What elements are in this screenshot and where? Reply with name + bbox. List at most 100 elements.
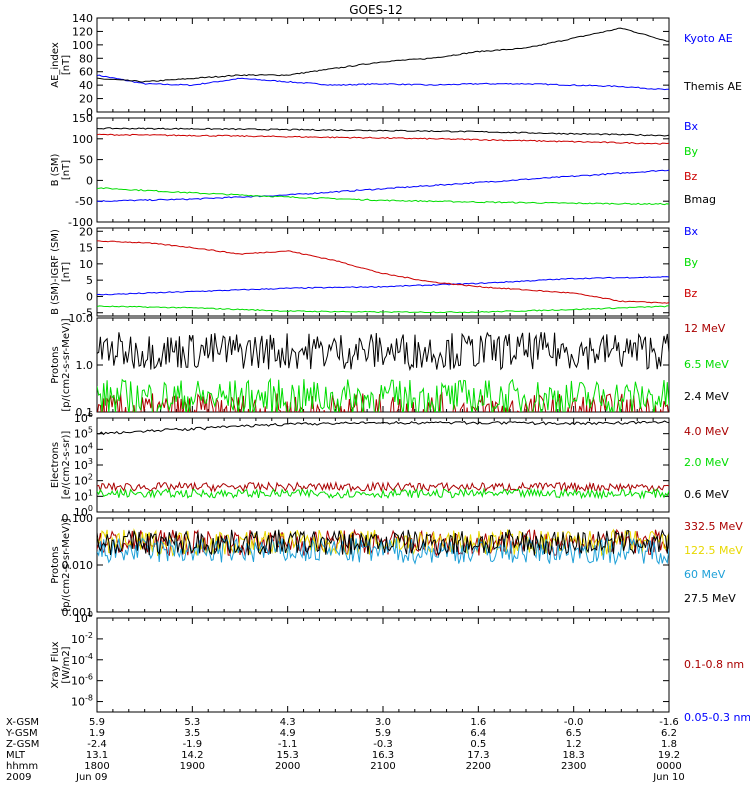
footer-row-label: X-GSM xyxy=(6,717,39,728)
y-axis-units: [nT] xyxy=(61,262,72,282)
y-tick-label: 0.100 xyxy=(62,512,94,525)
y-tick-exponent: 4 xyxy=(88,441,93,450)
data-area xyxy=(97,240,669,314)
footer-value: 19.2 xyxy=(658,750,680,761)
y-tick-label: 0.001 xyxy=(62,606,94,619)
y-axis-label: Electrons[e/(cm2-s-sr)] xyxy=(50,431,72,500)
y-axis-units: [W/m2] xyxy=(61,646,72,683)
footer-value: 3.5 xyxy=(184,728,200,739)
legend-label: 122.5 MeV xyxy=(684,544,743,557)
y-axis-units: [nT] xyxy=(61,55,72,75)
y-tick-label: 103 xyxy=(74,457,93,472)
footer-row-label: 2009 xyxy=(6,772,31,783)
footer-value: -0.3 xyxy=(373,739,393,750)
legend-label: 332.5 MeV xyxy=(684,520,743,533)
footer-row-label: MLT xyxy=(6,750,26,761)
y-tick-exponent: -6 xyxy=(85,673,93,682)
y-tick-label: 20 xyxy=(79,93,93,106)
y-tick-base: 10 xyxy=(74,443,88,456)
y-tick-base: 10 xyxy=(74,459,88,472)
legend-label: By xyxy=(684,145,699,158)
y-tick-base: 10 xyxy=(71,696,85,709)
series-line-4-0-mev xyxy=(97,480,669,493)
y-tick-label: 105 xyxy=(74,426,93,441)
y-tick-label: 101 xyxy=(74,488,93,503)
y-tick-label: 150 xyxy=(72,112,93,125)
legend-label: By xyxy=(684,256,699,269)
plot-title: GOES-12 xyxy=(349,3,403,17)
legend-label: Themis AE xyxy=(683,80,742,93)
footer-value: -1.9 xyxy=(183,739,203,750)
panel-bgrf: -5 0 5 10 15 20 B (SM)-IGRF (SM)[nT] Bx By Bz xyxy=(50,225,699,320)
series-line-332-5-mev xyxy=(97,528,669,557)
y-tick-label: 5 xyxy=(86,274,93,287)
legend-label: 4.0 MeV xyxy=(684,425,729,438)
y-tick-base: 10 xyxy=(74,612,88,625)
footer-value: 16.3 xyxy=(372,750,394,761)
y-axis-label-line: B (SM) xyxy=(50,153,61,186)
panel-bsm: -100 -50 0 50 100 150 B (SM)[nT] Bx By Bz Bmag xyxy=(50,112,716,229)
y-tick-label: 0 xyxy=(86,106,93,119)
series-line-12-mev xyxy=(97,391,669,412)
legend-label: Bz xyxy=(684,287,698,300)
series-line-by xyxy=(97,305,669,314)
footer-value: -1.6 xyxy=(659,717,679,728)
y-tick-label: 104 xyxy=(74,441,93,456)
data-area xyxy=(97,420,669,500)
footer-row-label: hhmm xyxy=(6,761,38,772)
y-tick-label: 20 xyxy=(79,225,93,238)
y-tick-exponent: -2 xyxy=(85,631,93,640)
y-axis-label: Xray Flux[W/m2] xyxy=(50,641,72,688)
footer-value: 13.1 xyxy=(86,750,108,761)
y-tick-label: 10-6 xyxy=(71,673,93,688)
legend-label: Bz xyxy=(684,170,698,183)
footer-value: 4.3 xyxy=(280,717,296,728)
y-tick-label: -50 xyxy=(75,195,93,208)
footer-value: -2.4 xyxy=(87,739,107,750)
y-axis-units: [nT] xyxy=(61,160,72,180)
legend-label: 12 MeV xyxy=(684,322,726,335)
legend-label: 2.4 MeV xyxy=(684,390,729,403)
y-tick-label: 100 xyxy=(74,610,93,625)
y-tick-label: 0.1 xyxy=(76,406,94,419)
y-tick-label: 10.0 xyxy=(69,312,94,325)
series-line-0-6-mev xyxy=(97,420,669,436)
series-line-27-5-mev xyxy=(97,528,669,556)
y-tick-label: 15 xyxy=(79,242,93,255)
footer-value: 1.8 xyxy=(661,739,677,750)
y-axis-label-line: AE_index xyxy=(50,42,61,88)
series-line-bz xyxy=(97,133,669,145)
ephemeris-footer: X-GSMY-GSMZ-GSMMLThhmm20095.91.9-2.413.1… xyxy=(5,717,685,783)
y-tick-exponent: 0 xyxy=(88,610,93,619)
footer-value: 17.3 xyxy=(467,750,489,761)
footer-value: 3.0 xyxy=(375,717,391,728)
y-tick-label: 1.0 xyxy=(76,359,94,372)
y-axis-label: Protons[p/(cm2-s-sr-MeV)] xyxy=(50,318,72,411)
y-tick-base: 10 xyxy=(74,428,88,441)
footer-value: 5.9 xyxy=(375,728,391,739)
y-axis-label-line: Protons xyxy=(50,346,61,383)
y-tick-base: 10 xyxy=(71,675,85,688)
y-tick-label: 120 xyxy=(72,25,93,38)
legend-label: 0.6 MeV xyxy=(684,488,729,501)
y-tick-label: 100 xyxy=(74,504,93,519)
footer-value: Jun 10 xyxy=(652,772,685,783)
y-tick-label: 40 xyxy=(79,79,93,92)
legend-label: Bmag xyxy=(684,193,716,206)
panel-frame xyxy=(96,17,670,113)
y-axis-units: [e/(cm2-s-sr)] xyxy=(61,431,72,500)
panel-protons_high: 0.0010.0100.100Protons[p/(cm2-s-sr-MeV)]… xyxy=(50,512,743,619)
y-tick-label: 10-2 xyxy=(71,631,93,646)
y-tick-exponent: -4 xyxy=(85,652,93,661)
footer-value: 2100 xyxy=(370,761,395,772)
series-line-bx xyxy=(97,276,669,296)
y-axis-label: AE_index[nT] xyxy=(50,42,72,88)
footer-value: 1800 xyxy=(84,761,109,772)
footer-value: 2200 xyxy=(466,761,491,772)
y-tick-label: 50 xyxy=(79,154,93,167)
y-tick-label: 0 xyxy=(86,290,93,303)
